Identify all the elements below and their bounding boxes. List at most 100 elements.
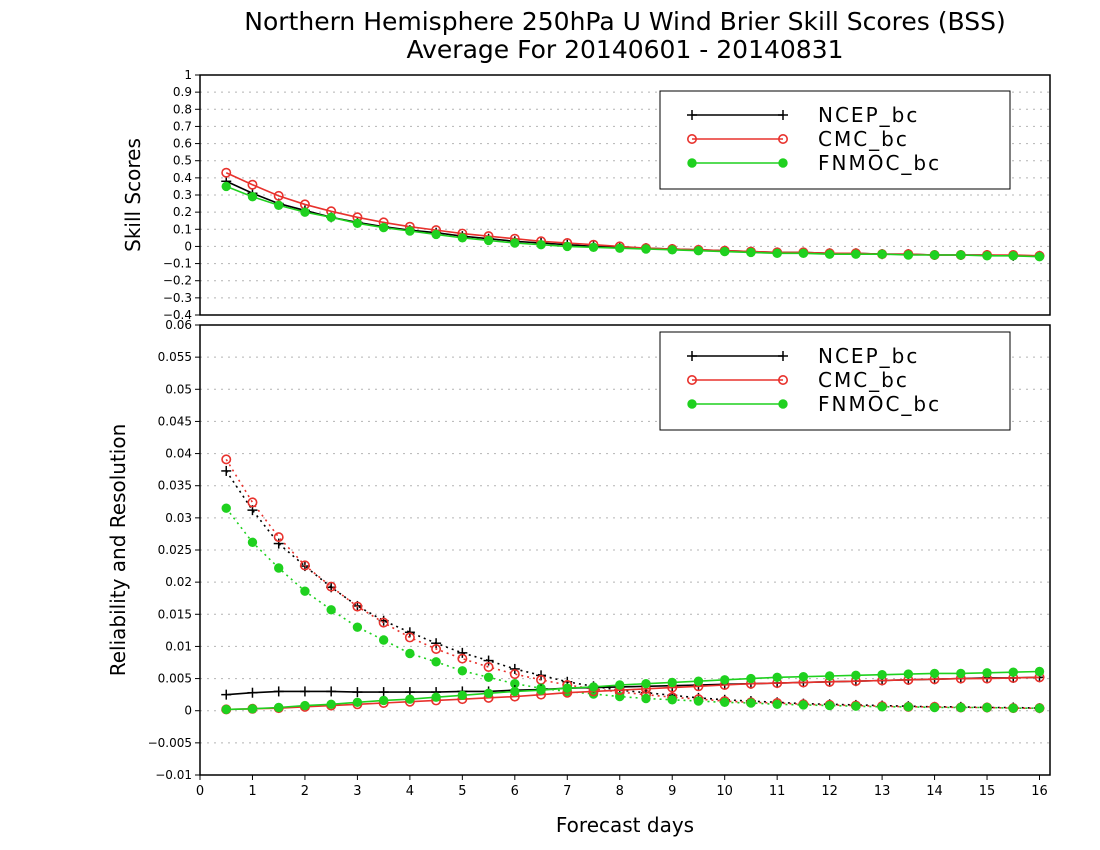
legend-marker [686, 374, 697, 385]
y-tick-label: 0.7 [173, 119, 192, 133]
data-point [221, 454, 232, 465]
data-point [247, 497, 258, 508]
data-point [431, 643, 442, 654]
y-tick-label: 0.9 [173, 85, 192, 99]
data-point [641, 693, 651, 704]
data-point [982, 251, 992, 261]
x-tick-label: 15 [979, 784, 996, 799]
x-axis-label: Forecast days [556, 813, 694, 837]
data-point [562, 683, 572, 693]
data-point [719, 246, 730, 257]
data-point [378, 617, 389, 628]
x-tick-label: 5 [458, 784, 466, 799]
data-point [352, 601, 363, 612]
data-point [824, 249, 835, 259]
data-point [509, 669, 520, 680]
series-line [225, 180, 1040, 257]
y-tick-label: 0.03 [165, 511, 192, 525]
y-tick-label: 0.005 [158, 672, 192, 686]
x-tick-label: 13 [874, 784, 891, 799]
y-tick-label: −0.01 [155, 768, 192, 782]
data-point [483, 235, 494, 246]
data-point [615, 680, 625, 690]
data-point [221, 167, 232, 178]
data-point [667, 245, 677, 255]
x-tick-label: 16 [1031, 784, 1048, 799]
legend-marker [778, 158, 788, 168]
data-point [326, 699, 336, 709]
x-tick-label: 14 [926, 784, 943, 799]
data-point [851, 670, 861, 681]
data-point [1034, 252, 1045, 262]
data-point [562, 241, 572, 252]
legend-marker [687, 110, 697, 120]
data-point [483, 661, 494, 672]
data-point [274, 563, 284, 573]
data-point [378, 635, 389, 645]
data-point [851, 249, 861, 259]
y-tick-label: 0.1 [173, 222, 192, 236]
y-tick-label: 0.4 [173, 171, 192, 185]
y-tick-label: −0.4 [163, 308, 192, 322]
data-point [667, 695, 677, 705]
data-point [956, 702, 966, 713]
data-point [641, 244, 651, 254]
data-point [746, 698, 756, 708]
data-point [903, 250, 914, 260]
skill-scores-panel: −0.4 −0.3 −0.2 −0.1 0 0.1 0.2 0.3 0.4 0.5 0.6 0.7 0.… [121, 68, 1051, 322]
data-point [982, 668, 992, 678]
data-point [404, 627, 415, 638]
series-line [226, 670, 1040, 711]
data-point [299, 686, 310, 697]
data-point [273, 532, 284, 543]
y-tick-label: 0.2 [173, 205, 192, 219]
x-tick-label: 1 [248, 784, 256, 799]
reliability-resolution-panel: −0.01 −0.005 0 0.005 0.01 0.015 0.02 0.025 0.03 0… [106, 318, 1051, 799]
series-CMC_bc-resolution [221, 672, 1045, 715]
data-point [746, 247, 756, 258]
x-tick-label: 2 [301, 784, 309, 799]
data-point [772, 699, 782, 709]
x-tick-label: 8 [616, 784, 624, 799]
chart-title: Northern Hemisphere 250hPa U Wind Brier … [244, 7, 1005, 36]
data-point [457, 653, 468, 664]
legend-label: FNMOC_bc [818, 392, 941, 416]
data-point [221, 181, 231, 192]
x-tick-label: 11 [769, 784, 786, 799]
y-tick-label: 0.015 [158, 607, 192, 621]
y-tick-label: 0.025 [158, 543, 192, 557]
data-point [483, 655, 494, 666]
legend-label: NCEP_bc [818, 103, 919, 127]
legend-marker [777, 374, 788, 385]
data-point [509, 663, 520, 674]
y-tick-label: 0.055 [158, 350, 192, 364]
y-tick-label: 0.04 [165, 447, 192, 461]
data-point [615, 243, 625, 253]
data-point [772, 248, 782, 258]
data-point [326, 686, 337, 697]
data-point [877, 249, 887, 259]
y-tick-label: 0 [184, 704, 192, 718]
y-tick-label: 1 [184, 68, 192, 82]
data-point [404, 632, 415, 643]
x-tick-label: 7 [563, 784, 571, 799]
data-point [903, 669, 914, 679]
y-axis-label: Reliability and Resolution [106, 424, 130, 677]
data-point [247, 537, 258, 547]
x-tick-label: 12 [821, 784, 838, 799]
data-point [221, 689, 232, 700]
data-point [326, 212, 336, 222]
series-line [226, 676, 1040, 711]
data-point [273, 190, 284, 201]
data-point [378, 687, 389, 698]
data-point [510, 686, 520, 697]
data-point [405, 226, 415, 236]
legend-marker [687, 351, 697, 361]
data-point [824, 671, 835, 681]
data-point [1008, 667, 1018, 677]
y-tick-label: 0.045 [158, 414, 192, 428]
x-tick-label: 9 [668, 784, 676, 799]
data-point [667, 677, 677, 688]
